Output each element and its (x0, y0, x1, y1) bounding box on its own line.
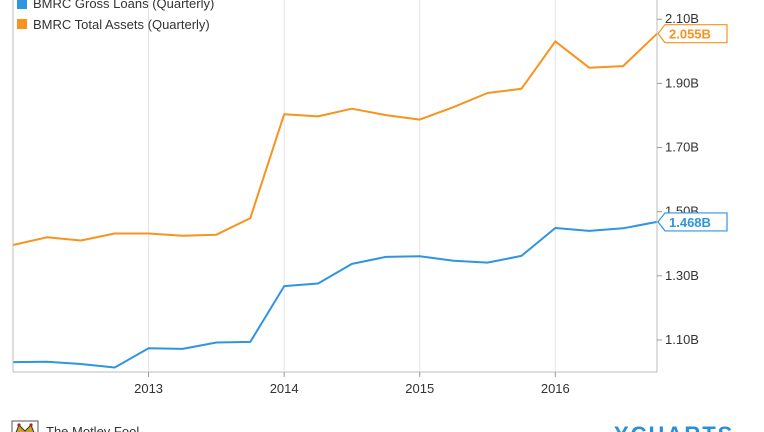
x-tick-label-0: 2013 (134, 381, 163, 396)
x-tick-label-2: 2015 (405, 381, 434, 396)
legend-swatch-total-assets (17, 19, 27, 29)
jester-hat-icon (11, 420, 39, 432)
callout-box-0 (657, 212, 728, 232)
x-axis: 2013 2014 2015 2016 (134, 372, 570, 396)
callout-box-1 (657, 24, 728, 44)
series-line-1 (12, 32, 658, 246)
last-value-callout-0: 1.468B (657, 212, 728, 232)
last-value-callout-1: 2.055B (657, 24, 728, 44)
legend-label-gross-loans: BMRC Gross Loans (Quarterly) (33, 0, 214, 11)
source-label: The Motley Fool (46, 424, 139, 432)
series-lines (12, 32, 658, 369)
y-tick-label-3: 1.70B (665, 140, 699, 155)
y-tick-label-5: 2.10B (665, 11, 699, 26)
y-tick-label-4: 1.90B (665, 75, 699, 90)
footer: The Motley Fool YCHARTS (11, 420, 734, 432)
last-value-callouts: 1.468B 2.055B (657, 24, 728, 232)
x-tick-label-1: 2014 (270, 381, 299, 396)
plot-frame (12, 0, 658, 373)
legend: BMRC Gross Loans (Quarterly) BMRC Total … (17, 0, 214, 32)
ycharts-brand: YCHARTS (614, 422, 734, 432)
vertical-gridlines (148, 0, 556, 372)
x-tick-label-3: 2016 (541, 381, 570, 396)
y-tick-label-0: 1.10B (665, 332, 699, 347)
legend-swatch-gross-loans (17, 0, 27, 9)
legend-label-total-assets: BMRC Total Assets (Quarterly) (33, 17, 210, 32)
series-line-0 (12, 220, 658, 369)
callout-label-0: 1.468B (669, 215, 711, 230)
y-tick-label-1: 1.30B (665, 268, 699, 283)
callout-label-1: 2.055B (669, 27, 711, 42)
